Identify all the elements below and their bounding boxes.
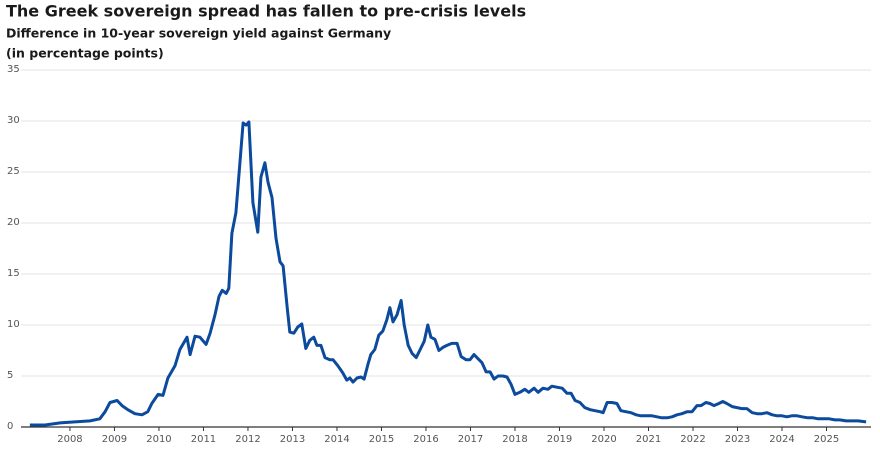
- x-tick-label: 2024: [769, 434, 794, 445]
- x-tick-label: 2011: [191, 434, 216, 445]
- x-tick-label: 2021: [636, 434, 661, 445]
- x-tick-label: 2014: [324, 434, 349, 445]
- y-tick-label: 0: [7, 421, 13, 432]
- x-tick-label: 2017: [458, 434, 483, 445]
- x-tick-label: 2025: [814, 434, 839, 445]
- y-tick-label: 35: [7, 64, 20, 75]
- x-tick-label: 2012: [235, 434, 260, 445]
- x-tick-label: 2009: [102, 434, 127, 445]
- x-tick-label: 2008: [57, 434, 82, 445]
- y-tick-label: 25: [7, 166, 20, 177]
- y-tick-label: 15: [7, 268, 20, 279]
- chart-subtitle: Difference in 10-year sovereign yield ag…: [6, 26, 391, 41]
- x-tick-label: 2010: [146, 434, 171, 445]
- y-tick-label: 30: [7, 115, 20, 126]
- x-tick-label: 2022: [680, 434, 705, 445]
- y-tick-label: 5: [7, 370, 13, 381]
- y-tick-label: 10: [7, 319, 20, 330]
- x-tick-label: 2019: [547, 434, 572, 445]
- series-line: [29, 120, 867, 427]
- y-tick-label: 20: [7, 217, 20, 228]
- x-tick-label: 2013: [280, 434, 305, 445]
- x-tick-label: 2020: [591, 434, 616, 445]
- chart-title: The Greek sovereign spread has fallen to…: [6, 2, 526, 21]
- x-tick-label: 2015: [369, 434, 394, 445]
- x-tick-label: 2023: [725, 434, 750, 445]
- y-axis-label: (in percentage points): [6, 46, 164, 61]
- x-tick-label: 2016: [413, 434, 438, 445]
- x-tick-label: 2018: [502, 434, 527, 445]
